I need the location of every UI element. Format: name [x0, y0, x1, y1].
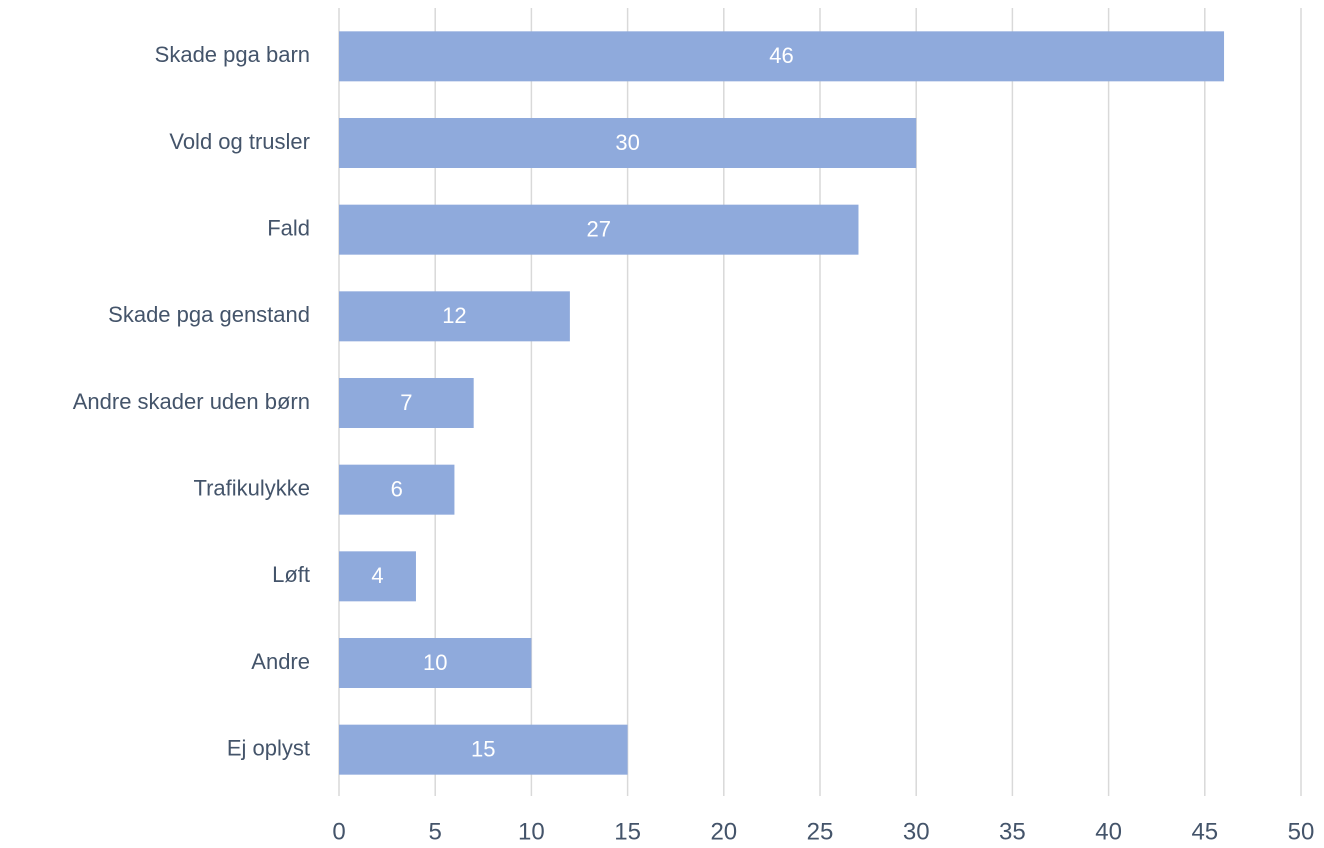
- y-tick-label: Trafikulykke: [193, 475, 310, 500]
- data-label: 46: [769, 43, 793, 68]
- data-label: 10: [423, 650, 447, 675]
- bar: [339, 464, 455, 515]
- x-tick-label: 20: [710, 818, 737, 845]
- x-tick-label: 10: [518, 818, 545, 845]
- y-tick-label: Skade pga genstand: [108, 302, 310, 327]
- y-tick-label: Ej oplyst: [227, 735, 310, 760]
- x-tick-label: 50: [1288, 818, 1315, 845]
- data-label: 27: [586, 216, 610, 241]
- x-tick-label: 0: [332, 818, 345, 845]
- bar: [339, 638, 532, 688]
- data-label: 4: [371, 563, 383, 588]
- bar: [339, 118, 917, 168]
- x-tick-label: 40: [1095, 818, 1122, 845]
- data-label: 6: [391, 476, 403, 501]
- data-label: 7: [400, 390, 412, 415]
- y-tick-label: Andre skader uden børn: [73, 389, 310, 414]
- bar: [339, 724, 628, 775]
- y-tick-label: Løft: [272, 562, 310, 587]
- x-tick-label: 35: [999, 818, 1026, 845]
- data-label: 15: [471, 736, 495, 761]
- x-tick-label: 45: [1191, 818, 1218, 845]
- bar: [339, 378, 474, 428]
- bar: [339, 204, 859, 255]
- data-label: 30: [615, 130, 639, 155]
- x-tick-label: 5: [429, 818, 442, 845]
- bar: [339, 551, 416, 602]
- x-tick-label: 15: [614, 818, 641, 845]
- x-tick-label: 25: [807, 818, 834, 845]
- y-tick-label: Vold og trusler: [169, 129, 310, 154]
- bar: [339, 291, 570, 342]
- data-label: 12: [442, 303, 466, 328]
- y-tick-label: Andre: [251, 649, 310, 674]
- bar: [339, 31, 1225, 82]
- y-tick-label: Fald: [267, 215, 310, 240]
- y-tick-label: Skade pga barn: [155, 42, 310, 67]
- x-tick-label: 30: [903, 818, 930, 845]
